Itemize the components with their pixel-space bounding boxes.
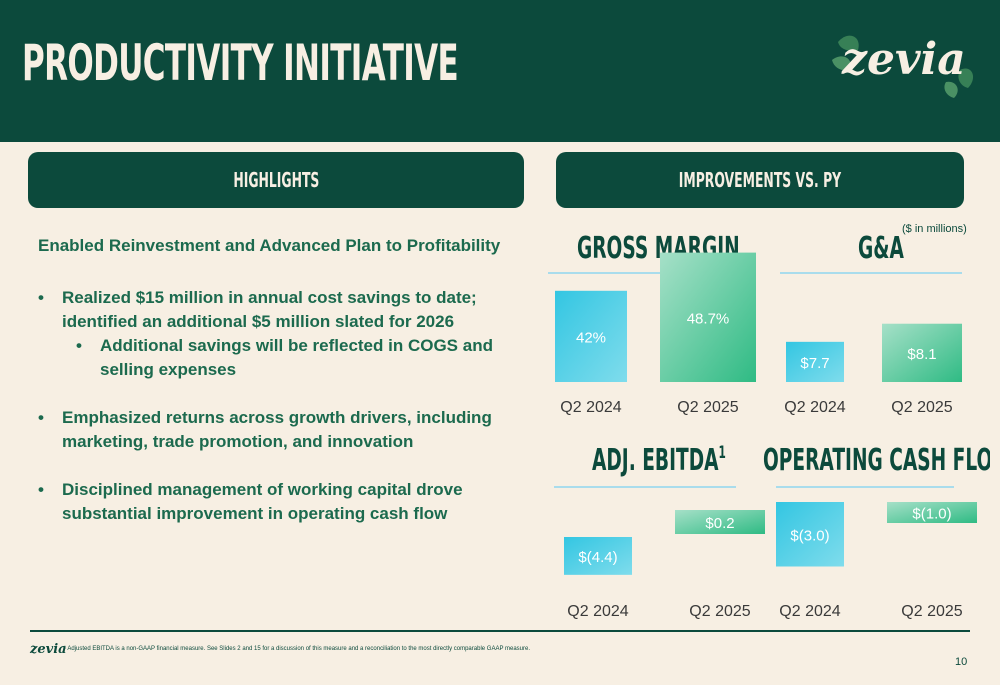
category-label: Q2 2024 [567,603,628,620]
bullet-item: • Emphasized returns across growth driver… [38,408,492,451]
bullet-text: Disciplined management of working capita… [62,480,463,523]
page-title: PRODUCTIVITY INITIATIVE [22,34,459,92]
category-label: Q2 2024 [784,399,845,416]
bar-value-label: $7.7 [800,355,829,372]
improvements-header: IMPROVEMENTS VS. PY [556,152,964,208]
highlights-lead: Enabled Reinvestment and Advanced Plan t… [38,236,501,255]
logo-text: zevia [842,34,966,85]
page-number: 10 [955,656,968,668]
chart-title-superscript: 1 [719,444,726,463]
leaf-icon [832,35,974,98]
bar-value-label: $(4.4) [578,549,617,566]
highlights-header: HIGHLIGHTS [28,152,524,208]
category-label: Q2 2025 [901,603,962,620]
chart-title: OPERATING CASH FLOWS [763,442,990,477]
zevia-logo: zevia [828,30,978,102]
chart-title: G&A [858,230,904,265]
sub-bullet-text: Additional savings will be reflected in … [100,336,493,379]
category-label: Q2 2024 [560,399,621,416]
chart-bar [887,502,977,523]
bullet-text: Realized $15 million in annual cost savi… [62,288,477,331]
category-label: Q2 2025 [891,399,952,416]
chart-bar [660,252,756,382]
highlights-header-label: HIGHLIGHTS [232,168,319,192]
highlights-bullets: • Realized $15 million in annual cost sav… [38,286,528,526]
footer-divider [30,630,970,632]
bar-value-label: $(1.0) [912,506,951,523]
bullet-text: Emphasized returns across growth drivers… [62,408,492,451]
footnote: ¹ Adjusted EBITDA is a non-GAAP financia… [64,646,531,652]
improvements-header-label: IMPROVEMENTS VS. PY [678,168,842,192]
sub-bullet-item: • Additional savings will be reflected in… [76,336,493,379]
chart-bar [882,323,962,382]
bar-value-label: $8.1 [907,346,936,363]
footer-logo: zevia [30,642,67,657]
category-label: Q2 2025 [677,399,738,416]
chart-bar [776,502,844,567]
bar-value-label: $0.2 [705,515,734,532]
header-band [0,0,1000,142]
chart-bar [564,537,632,575]
bar-value-label: $(3.0) [790,527,829,544]
chart-bar [786,341,844,382]
chart-bar [555,290,627,382]
bar-value-label: 48.7% [687,310,730,327]
category-label: Q2 2024 [779,603,840,620]
chart-bar [675,510,765,534]
chart-title: ADJ. EBITDA1 [592,442,726,477]
bullet-item: • Realized $15 million in annual cost sav… [38,288,477,331]
units-note: ($ in millions) [902,223,967,235]
bar-value-label: 42% [576,329,606,346]
bullet-item: • Disciplined management of working capit… [38,480,463,523]
category-label: Q2 2025 [689,603,750,620]
